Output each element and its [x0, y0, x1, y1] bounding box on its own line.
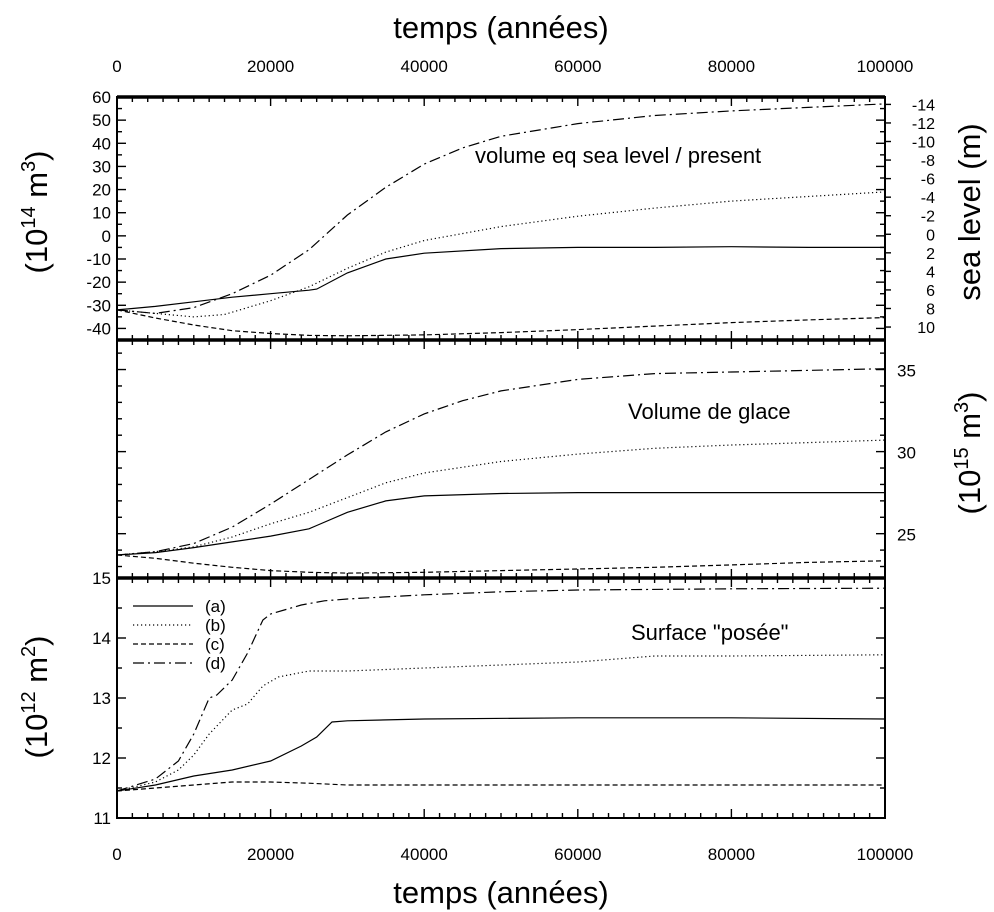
x-tick-label-top: 0 — [112, 57, 121, 76]
y2-tick-label-panel-1: -12 — [912, 116, 935, 133]
y-tick-label-panel-1: -30 — [86, 296, 111, 315]
y2-tick-label-panel-1: -14 — [912, 97, 935, 114]
y2-tick-label-panel-1: 10 — [917, 320, 935, 337]
y-tick-label-panel-1: 50 — [92, 111, 111, 130]
y2-tick-label-panel-1: -8 — [921, 153, 935, 170]
panel-1-ylabel: (1014 m3) — [18, 151, 54, 274]
x-tick-label-top: 100000 — [857, 57, 914, 76]
y-tick-label-panel-3: 15 — [92, 569, 111, 588]
series-line-panel-1-c — [116, 309, 886, 337]
series-lines — [116, 103, 886, 792]
y2-tick-label-panel-1: 4 — [926, 264, 935, 281]
series-line-panel-1-d — [116, 103, 886, 315]
y2-tick-label-panel-2: 35 — [897, 362, 916, 381]
y-tick-label-panel-1: 20 — [92, 181, 111, 200]
panel-2-annotation: Volume de glace — [628, 399, 791, 424]
bottom-axis-title: temps (années) — [393, 875, 608, 910]
series-line-panel-2-c — [116, 554, 886, 574]
legend-label-b: (b) — [205, 616, 226, 635]
series-line-panel-3-c — [116, 781, 885, 792]
y-tick-label-panel-3: 11 — [93, 809, 111, 828]
y2-tick-label-panel-2: 25 — [897, 526, 916, 545]
series-line-panel-3-a — [116, 717, 886, 792]
x-tick-label-top: 40000 — [401, 57, 448, 76]
y2-tick-label-panel-1: 2 — [926, 246, 935, 263]
tick-labels: 0020000200004000040000600006000080000800… — [86, 57, 935, 864]
panel-frames — [116, 95, 886, 819]
x-tick-label-top: 60000 — [554, 57, 601, 76]
y-tick-label-panel-1: -40 — [86, 319, 111, 338]
series-line-panel-1-a — [116, 246, 885, 311]
series-line-panel-2-b — [116, 439, 886, 556]
legend-label-a: (a) — [205, 597, 226, 616]
legend-label-d: (d) — [205, 654, 226, 673]
panel-2-y2label: (1015 m3) — [951, 392, 987, 515]
y-tick-label-panel-1: -10 — [86, 250, 111, 269]
x-tick-label-bottom: 40000 — [401, 845, 448, 864]
y-tick-label-panel-1: 10 — [92, 204, 111, 223]
x-tick-label-top: 20000 — [247, 57, 294, 76]
y2-tick-label-panel-1: -4 — [921, 190, 935, 207]
y2-tick-label-panel-1: 6 — [926, 283, 935, 300]
y-tick-label-panel-3: 14 — [92, 629, 111, 648]
series-line-panel-2-a — [116, 492, 885, 556]
y-tick-label-panel-3: 12 — [92, 749, 111, 768]
series-line-panel-2-d — [116, 368, 886, 556]
y-tick-label-panel-1: 40 — [92, 134, 111, 153]
series-line-panel-1-b — [116, 191, 886, 318]
legend-label-c: (c) — [205, 635, 225, 654]
y-tick-label-panel-3: 13 — [92, 689, 111, 708]
panel-3-ylabel: (1012 m2) — [18, 636, 54, 759]
series-line-panel-3-b — [116, 654, 886, 792]
y-tick-label-panel-1: -20 — [86, 273, 111, 292]
y-tick-label-panel-1: 60 — [92, 88, 111, 107]
panel-3-annotation: Surface "posée" — [631, 620, 789, 645]
y2-tick-label-panel-1: -6 — [921, 172, 935, 189]
panel-frame-1 — [116, 96, 886, 341]
legend: (a)(b)(c)(d) — [133, 597, 226, 673]
x-tick-label-bottom: 0 — [112, 845, 121, 864]
y-tick-label-panel-1: 30 — [92, 157, 111, 176]
x-tick-label-top: 80000 — [708, 57, 755, 76]
y2-tick-label-panel-2: 30 — [897, 444, 916, 463]
top-axis-title: temps (années) — [393, 10, 608, 45]
x-tick-label-bottom: 60000 — [554, 845, 601, 864]
tick-marks — [116, 96, 891, 819]
x-tick-label-bottom: 80000 — [708, 845, 755, 864]
panel-1-y2label: sea level (m) — [952, 123, 987, 300]
y2-tick-label-panel-1: -10 — [912, 135, 935, 152]
panel-1-annotation: volume eq sea level / present — [475, 143, 761, 168]
y2-tick-label-panel-1: 0 — [926, 227, 935, 244]
y-tick-label-panel-1: 0 — [102, 227, 111, 246]
series-line-panel-3-d — [116, 587, 886, 792]
x-tick-label-bottom: 20000 — [247, 845, 294, 864]
y2-tick-label-panel-1: -2 — [921, 209, 935, 226]
x-tick-label-bottom: 100000 — [857, 845, 914, 864]
y2-tick-label-panel-1: 8 — [926, 301, 935, 318]
